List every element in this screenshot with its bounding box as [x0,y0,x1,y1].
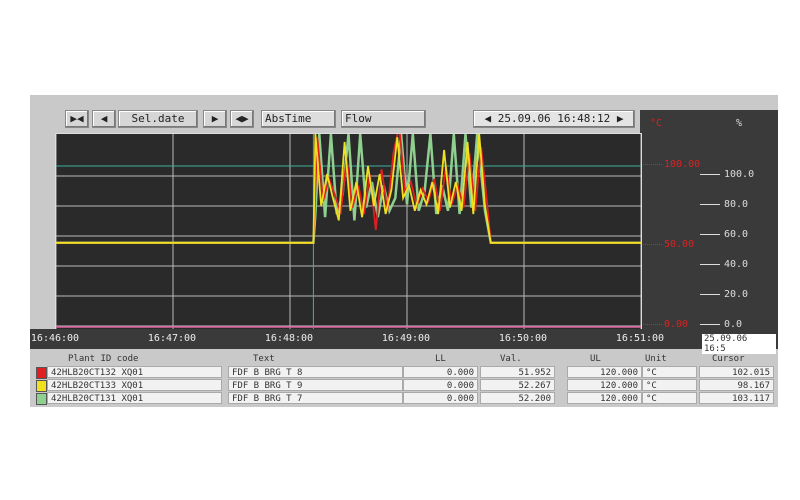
c-tick: 0.00 [640,319,688,330]
pct-tick-label: 40.0 [724,259,749,270]
next-button[interactable]: ▶ [203,110,227,128]
cursor-left-arrow[interactable]: ◀ [484,112,492,125]
date-box: 25.09.06 16:5 [702,334,776,354]
cell-val: 51.952 [480,366,555,378]
cell-text: FDF B BRG T 9 [228,379,403,391]
color-swatch [36,393,47,405]
pct-tick: 60.0 [700,229,748,240]
pct-tick: 20.0 [700,289,748,300]
header-text: Text [253,354,275,364]
cell-ll: 0.000 [403,366,478,378]
zoom-button[interactable]: ◀▶ [230,110,254,128]
pct-tick-label: 100.0 [724,169,755,180]
c-tick: 100.00 [640,159,700,170]
cursor-time-field[interactable]: ◀ 25.09.06 16:48:12 ▶ [473,110,635,128]
cell-ul: 120.000 [567,379,642,391]
c-unit: °C [650,118,663,129]
x-tick-label: 16:48:00 [264,333,314,344]
cursor-time: 25.09.06 16:48:12 [497,112,611,125]
x-tick-label: 16:49:00 [381,333,431,344]
table-row[interactable]: 42HLB20CT131 XQ01 FDF B BRG T 7 0.000 52.20… [30,392,778,405]
right-axis-panel: °C % 100.00 50.00 0.00 100.0 80.0 60.0 40.0 20… [640,110,778,345]
series-green [56,134,641,245]
trend-svg [56,134,641,329]
cell-unit: °C [642,392,697,404]
header-plant-id: Plant ID code [68,354,139,364]
pct-tick: 80.0 [700,199,748,210]
time-axis: 16:46:00 16:47:00 16:48:00 16:49:00 16:50:00… [30,329,778,354]
cell-plant-id: 42HLB20CT131 XQ01 [47,392,222,404]
cell-plant-id: 42HLB20CT132 XQ01 [47,366,222,378]
cell-ll: 0.000 [403,392,478,404]
cell-unit: °C [642,366,697,378]
c-tick-label: 0.00 [664,319,689,330]
flow-field[interactable]: Flow [341,110,426,128]
x-tick-label: 16:50:00 [498,333,548,344]
x-tick-label: 16:47:00 [147,333,197,344]
pct-tick: 40.0 [700,259,748,270]
pct-unit: % [736,118,743,129]
c-tick-label: 100.00 [664,159,701,170]
sel-date-button[interactable]: Sel.date [118,110,198,128]
cell-ul: 120.000 [567,366,642,378]
header-cursor: Cursor [712,354,745,364]
pct-tick: 100.0 [700,169,754,180]
cell-val: 52.200 [480,392,555,404]
x-tick-label: 16:46:00 [30,333,80,344]
header-ul: UL [590,354,601,364]
header-unit: Unit [645,354,667,364]
cell-text: FDF B BRG T 7 [228,392,403,404]
c-tick-label: 50.00 [664,239,695,250]
cell-cursor: 102.015 [699,366,774,378]
table-row[interactable]: 42HLB20CT133 XQ01 FDF B BRG T 9 0.000 52.26… [30,379,778,392]
header-ll: LL [435,354,446,364]
pct-tick-label: 0.0 [724,319,743,330]
color-swatch [36,367,47,379]
series-red [56,134,641,244]
table-row[interactable]: 42HLB20CT132 XQ01 FDF B BRG T 8 0.000 51.95… [30,366,778,379]
first-button[interactable]: ▶◀ [65,110,89,128]
c-tick: 50.00 [640,239,694,250]
trend-screen: ▶◀ ◀ Sel.date ▶ ◀▶ AbsTime Flow ◀ 25.09.… [30,95,778,407]
cell-unit: °C [642,379,697,391]
cursor-right-arrow[interactable]: ▶ [616,112,624,125]
cell-cursor: 103.117 [699,392,774,404]
cell-cursor: 98.167 [699,379,774,391]
cell-plant-id: 42HLB20CT133 XQ01 [47,379,222,391]
cell-val: 52.267 [480,379,555,391]
pct-tick: 0.0 [700,319,742,330]
pct-tick-label: 60.0 [724,229,749,240]
pct-tick-label: 80.0 [724,199,749,210]
color-swatch [36,380,47,392]
abstime-field[interactable]: AbsTime [261,110,336,128]
series-yellow [56,134,641,244]
pct-tick-label: 20.0 [724,289,749,300]
header-val: Val. [500,354,522,364]
trend-plot[interactable] [55,133,642,330]
cell-text: FDF B BRG T 8 [228,366,403,378]
cell-ll: 0.000 [403,379,478,391]
x-tick-label: 16:51:00 [615,333,665,344]
cell-ul: 120.000 [567,392,642,404]
prev-button[interactable]: ◀ [92,110,116,128]
